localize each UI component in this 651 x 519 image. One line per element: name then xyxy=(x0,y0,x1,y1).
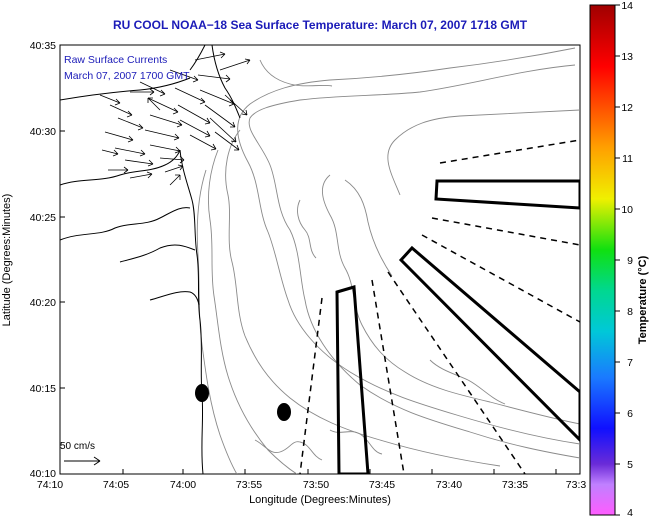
y-tick-label: 40:15 xyxy=(30,383,56,395)
colorbar-tick-label: 13 xyxy=(621,51,633,63)
overlay-line-1: Raw Surface Currents xyxy=(64,54,167,66)
survey-lines xyxy=(299,139,580,474)
x-tick-label: 73:55 xyxy=(236,479,262,491)
y-tick-marks xyxy=(60,44,65,475)
colorbar-ticks xyxy=(615,4,620,516)
y-tick-label: 40:30 xyxy=(30,126,56,138)
x-tick-label: 74:00 xyxy=(170,479,196,491)
plot-frame xyxy=(59,44,581,475)
map-title: RU COOL NOAA−18 Sea Surface Temperature:… xyxy=(112,18,528,32)
colorbar-tick-label: 14 xyxy=(621,0,633,12)
buoy-marker xyxy=(195,384,209,402)
bathymetry-contours xyxy=(196,47,580,474)
buoy-marker xyxy=(277,403,291,421)
x-axis-label: Longitude (Degrees:Minutes) xyxy=(249,494,391,506)
colorbar xyxy=(589,4,616,516)
scale-label: 50 cm/s xyxy=(60,441,95,452)
x-tick-label: 73:3 xyxy=(566,479,587,491)
x-tick-label: 74:10 xyxy=(37,479,63,491)
colorbar-tick-label: 4 xyxy=(627,507,633,519)
x-tick-label: 73:40 xyxy=(436,479,462,491)
coastline xyxy=(60,45,241,474)
colorbar-tick-label: 5 xyxy=(627,459,633,471)
colorbar-tick-label: 10 xyxy=(621,204,633,216)
y-tick-label: 40:25 xyxy=(30,212,56,224)
x-tick-label: 73:50 xyxy=(303,479,329,491)
y-tick-label: 40:35 xyxy=(30,40,56,52)
y-tick-label: 40:20 xyxy=(30,297,56,309)
colorbar-tick-label: 12 xyxy=(621,102,633,114)
x-tick-marks xyxy=(59,469,557,474)
x-tick-label: 73:35 xyxy=(502,479,528,491)
overlay-line-2: March 07, 2007 1700 GMT xyxy=(64,70,190,82)
colorbar-label: Temperature (°C) xyxy=(637,255,649,344)
colorbar-tick-label: 9 xyxy=(627,255,633,267)
colorbar-tick-label: 7 xyxy=(627,357,633,369)
x-tick-label: 73:45 xyxy=(369,479,395,491)
colorbar-tick-label: 8 xyxy=(627,306,633,318)
x-tick-label: 74:05 xyxy=(103,479,129,491)
colorbar-tick-label: 6 xyxy=(627,408,633,420)
scale-arrow-icon xyxy=(64,456,101,466)
y-axis-label: Latitude (Degrees:Minutes) xyxy=(1,194,13,327)
y-tick-label: 40:10 xyxy=(30,468,56,480)
current-vectors xyxy=(99,51,251,186)
colorbar-tick-label: 11 xyxy=(622,153,633,165)
